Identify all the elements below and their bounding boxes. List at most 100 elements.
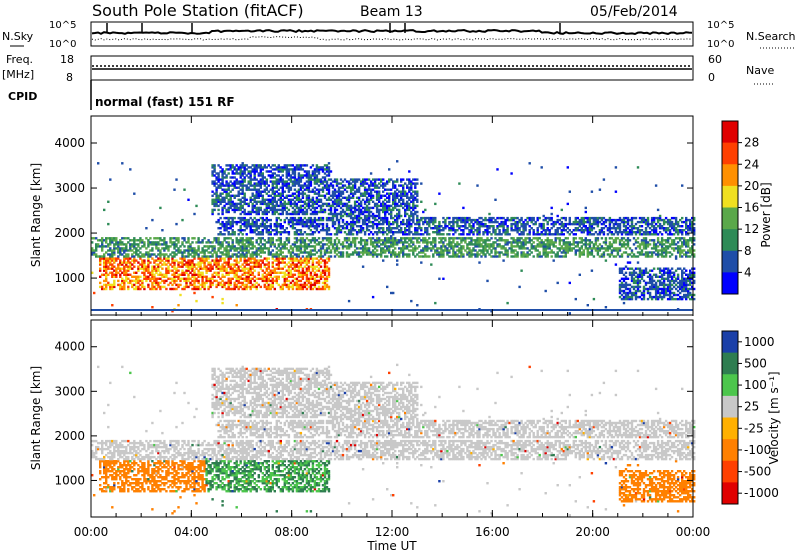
- power-cell: [161, 239, 164, 242]
- power-cell: [327, 174, 331, 177]
- power-cell: [299, 176, 303, 179]
- power-cell: [291, 279, 295, 283]
- power-cell: [382, 186, 385, 189]
- power-cell: [117, 271, 120, 274]
- power-cell: [384, 241, 387, 244]
- power-cell: [225, 220, 228, 224]
- power-cell: [351, 206, 355, 210]
- power-cell: [293, 273, 297, 276]
- cpid-value: normal (fast) 151 RF: [95, 95, 235, 109]
- power-cell: [291, 285, 295, 289]
- power-cell: [367, 214, 371, 218]
- power-cell: [351, 218, 355, 222]
- power-cell: [359, 194, 363, 197]
- power-cell: [147, 263, 150, 266]
- power-cell: [309, 251, 313, 254]
- power-cell: [221, 184, 224, 187]
- power-cell: [243, 287, 246, 291]
- power-cell: [249, 267, 252, 270]
- power-cell: [297, 168, 301, 171]
- power-cell: [143, 285, 146, 289]
- power-cell: [299, 257, 303, 260]
- power-cell: [233, 196, 236, 199]
- power-cell: [221, 168, 224, 171]
- power-cell: [339, 231, 343, 234]
- power-cell: [187, 198, 190, 201]
- power-cell: [365, 182, 369, 185]
- power-cell: [267, 271, 270, 274]
- power-cell: [339, 194, 343, 197]
- power-cell: [353, 243, 357, 246]
- power-cell: [249, 178, 252, 181]
- power-cell: [363, 188, 367, 191]
- power-cell: [245, 225, 248, 228]
- power-cell: [231, 269, 234, 272]
- power-cell: [297, 212, 301, 216]
- power-cell: [223, 247, 226, 250]
- power-cell: [398, 204, 401, 208]
- power-cell: [295, 247, 299, 250]
- power-cell: [251, 225, 254, 228]
- power-cell: [353, 237, 357, 240]
- power-cell: [133, 245, 136, 248]
- power-cell: [273, 259, 276, 262]
- power-cell: [121, 263, 124, 266]
- power-cell: [245, 245, 248, 248]
- power-cell: [386, 247, 389, 250]
- power-cell: [233, 176, 236, 179]
- power-cell: [355, 231, 359, 234]
- power-cell: [129, 168, 132, 171]
- power-cell: [287, 249, 291, 252]
- power-cell: [281, 188, 284, 191]
- power-cell: [337, 204, 341, 208]
- power-cell: [235, 253, 238, 256]
- power-cell: [345, 222, 349, 226]
- power-cell: [217, 247, 220, 250]
- power-cell: [398, 190, 401, 193]
- power-cell: [245, 218, 248, 222]
- power-cell: [333, 251, 337, 254]
- power-cell: [237, 172, 240, 175]
- power-cell: [273, 222, 276, 226]
- power-cell: [103, 261, 106, 264]
- power-cell: [173, 243, 176, 246]
- power-cell: [225, 216, 228, 220]
- power-cell: [299, 261, 303, 264]
- power-cell: [363, 251, 367, 254]
- power-cell: [251, 255, 254, 258]
- power-cell: [193, 237, 196, 240]
- power-cell: [347, 255, 351, 258]
- power-cell: [225, 208, 228, 212]
- power-cell: [273, 255, 276, 258]
- power-cell: [331, 190, 335, 193]
- power-cell: [299, 208, 303, 212]
- power-cell: [221, 170, 224, 173]
- power-cell: [173, 251, 176, 254]
- power-cell: [404, 204, 407, 208]
- power-cell: [103, 269, 106, 272]
- power-cell: [95, 243, 98, 246]
- power-cell: [335, 233, 339, 236]
- power-cell: [233, 273, 236, 276]
- power-cell: [157, 267, 160, 270]
- power-cell: [380, 202, 383, 206]
- power-cell: [396, 214, 399, 218]
- power-cell: [394, 192, 397, 195]
- power-cell: [251, 198, 254, 201]
- power-cell: [243, 253, 246, 256]
- power-cell: [333, 188, 337, 191]
- power-cell: [301, 222, 305, 226]
- power-cell: [229, 206, 232, 210]
- power-cell: [267, 239, 270, 242]
- power-cell: [201, 261, 204, 264]
- power-cell: [396, 241, 399, 244]
- power-cell: [279, 251, 282, 254]
- power-cell: [249, 257, 252, 260]
- power-cell: [384, 182, 387, 185]
- power-cell: [400, 229, 403, 232]
- power-cell: [293, 200, 297, 203]
- power-cell: [263, 210, 266, 214]
- power-cell: [305, 186, 309, 189]
- power-cell: [335, 245, 339, 248]
- power-cell: [313, 200, 317, 203]
